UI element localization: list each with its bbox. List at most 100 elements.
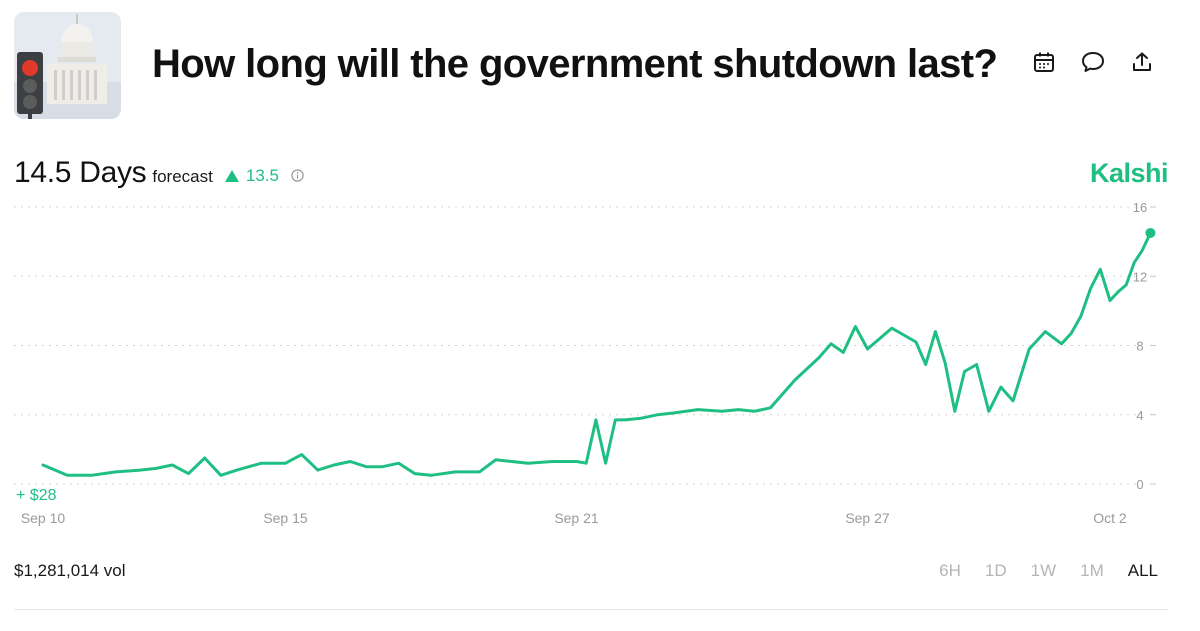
- data-point: [817, 356, 821, 359]
- data-point: [854, 325, 857, 328]
- data-point: [963, 370, 966, 373]
- data-point: [696, 408, 699, 411]
- data-point: [914, 340, 918, 344]
- data-point: [316, 468, 320, 472]
- data-point: [1108, 299, 1112, 302]
- data-point: [943, 361, 947, 365]
- chart-svg: 0 4 8 12 16 Sep 10 Sep 15 Sep 21 Sep 27 Oct 2 + $2…: [14, 200, 1156, 526]
- forecast-chart: 0 4 8 12 16 Sep 10 Sep 15 Sep 21 Sep 27 Oct 2 + $2…: [0, 195, 1200, 535]
- market-thumbnail: [14, 12, 121, 119]
- brand-logo[interactable]: Kalshi: [1089, 158, 1169, 188]
- data-point: [260, 462, 263, 465]
- data-point: [975, 363, 978, 366]
- data-point: [332, 463, 336, 467]
- data-point: [672, 411, 675, 415]
- data-point: [575, 460, 578, 463]
- data-point: [154, 467, 158, 470]
- data-point: [953, 410, 956, 413]
- data-point: [454, 470, 457, 474]
- data-point: [829, 342, 833, 345]
- forecast-delta-value: 13.5: [245, 166, 279, 185]
- data-point: [478, 470, 481, 474]
- data-point: [890, 326, 893, 330]
- data-point: [1011, 399, 1015, 403]
- x-tick-label: Sep 15: [263, 510, 308, 526]
- capitol-image: [14, 12, 121, 119]
- data-point: [381, 465, 384, 468]
- data-point: [397, 462, 400, 465]
- forecast-line: [41, 231, 1152, 477]
- data-point: [934, 330, 937, 333]
- range-tab-1d[interactable]: 1D: [984, 561, 1007, 580]
- y-tick-label: 12: [1133, 269, 1147, 284]
- data-point: [187, 472, 190, 475]
- data-point: [987, 410, 990, 413]
- data-point: [235, 468, 239, 472]
- data-point: [348, 460, 352, 463]
- forecast-value: 14.5 Days: [14, 156, 147, 189]
- forecast-label: forecast: [152, 167, 213, 186]
- data-point: [429, 474, 433, 477]
- x-tick-label: Sep 27: [845, 510, 890, 526]
- range-tab-all[interactable]: ALL: [1127, 561, 1158, 580]
- range-tab-6h[interactable]: 6H: [939, 561, 961, 580]
- comment-icon[interactable]: [1081, 50, 1105, 74]
- data-point: [866, 347, 869, 351]
- time-range-tabs: 6H 1D 1W 1M ALL: [939, 561, 1158, 581]
- data-point: [114, 470, 117, 474]
- share-icon[interactable]: [1130, 50, 1154, 74]
- gain-label: + $28: [16, 487, 57, 504]
- x-tick-label: Oct 2: [1093, 510, 1127, 526]
- page-title: How long will the government shutdown la…: [152, 42, 998, 86]
- data-point: [171, 463, 174, 467]
- header-actions: [1032, 50, 1154, 74]
- data-point: [1044, 330, 1047, 333]
- data-point: [66, 474, 69, 477]
- data-point: [1133, 261, 1136, 264]
- data-point: [526, 462, 530, 465]
- x-tick-label: Sep 21: [554, 510, 599, 526]
- data-point: [585, 462, 588, 465]
- data-point: [1079, 314, 1083, 318]
- data-point: [639, 417, 643, 420]
- forecast-delta: 13.5: [224, 166, 279, 186]
- current-point-marker: [1145, 227, 1156, 238]
- info-icon[interactable]: [291, 169, 304, 182]
- data-point: [842, 351, 845, 354]
- data-point: [1099, 268, 1102, 271]
- data-point: [413, 472, 417, 475]
- data-point: [365, 465, 368, 468]
- volume-label: $1,281,014 vol: [14, 561, 126, 580]
- data-point: [1027, 347, 1031, 351]
- y-tick-label: 4: [1136, 408, 1143, 423]
- data-point: [753, 410, 756, 413]
- range-tab-1w[interactable]: 1W: [1030, 561, 1057, 580]
- range-tab-1m[interactable]: 1M: [1080, 561, 1104, 580]
- data-point: [284, 462, 287, 465]
- data-point: [604, 462, 607, 465]
- y-tick-label: 8: [1136, 339, 1143, 354]
- data-point: [203, 456, 206, 460]
- data-point: [924, 363, 927, 366]
- divider: [14, 609, 1168, 610]
- data-point: [769, 406, 772, 410]
- forecast-summary: 14.5 Days forecast 13.5: [14, 156, 304, 190]
- data-point: [551, 460, 554, 463]
- x-tick-label: Sep 10: [21, 510, 66, 526]
- data-point: [300, 453, 303, 456]
- data-point: [510, 460, 514, 463]
- y-tick-label: 16: [1133, 200, 1147, 215]
- data-point: [614, 418, 617, 422]
- y-tick-label: 0: [1136, 477, 1143, 492]
- data-point: [1060, 342, 1063, 345]
- data-point: [736, 408, 740, 411]
- data-point: [138, 468, 142, 472]
- data-point: [1070, 332, 1073, 335]
- data-point: [623, 418, 627, 422]
- calendar-icon[interactable]: [1032, 50, 1056, 74]
- up-arrow-icon: [224, 170, 239, 182]
- data-point: [41, 463, 45, 467]
- data-point: [1116, 290, 1120, 294]
- data-point: [494, 458, 497, 461]
- data-point: [793, 378, 796, 382]
